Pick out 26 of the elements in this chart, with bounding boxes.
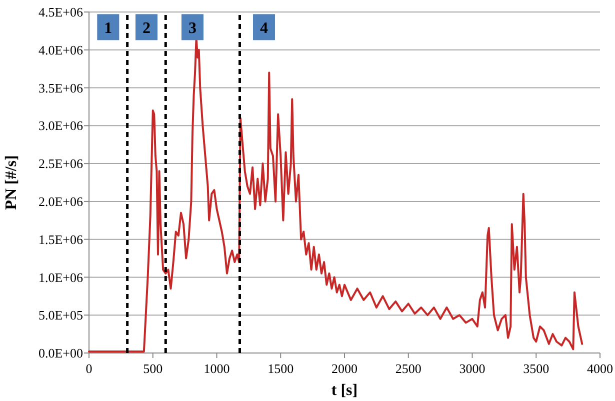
x-tick-label: 3500 — [523, 361, 550, 376]
y-tick-label: 4.5E+06 — [38, 4, 84, 20]
annotation: 2 — [142, 20, 150, 37]
y-tick-label: 2.5E+06 — [38, 156, 84, 172]
x-tick-label: 3000 — [459, 361, 486, 376]
annotation: 1 — [104, 20, 112, 37]
y-tick-label: 2.0E+06 — [38, 194, 84, 209]
y-axis-title: PN [#/s] — [3, 155, 20, 210]
y-tick-label: 3.5E+06 — [38, 80, 84, 96]
x-tick-label: 500 — [143, 361, 163, 376]
x-tick-label: 2500 — [395, 361, 422, 376]
y-tick-label: 3.0E+06 — [38, 118, 84, 134]
y-tick-label: 1.5E+06 — [38, 232, 84, 247]
x-tick-label: 0 — [86, 361, 92, 376]
annotation: 3 — [188, 20, 196, 37]
line-series — [88, 38, 584, 352]
x-tick-label: 1500 — [268, 361, 294, 376]
annotation: 4 — [260, 20, 268, 37]
y-tick-label: 4.0E+06 — [38, 42, 84, 58]
x-tick-label: 1000 — [204, 361, 230, 376]
x-tick-label: 4000 — [587, 361, 613, 376]
y-tick-label: 0.0E+00 — [38, 346, 83, 361]
y-tick-label: 5.0E+05 — [38, 308, 83, 323]
y-tick-label: 1.0E+06 — [38, 270, 84, 285]
x-tick-label: 2000 — [332, 361, 358, 376]
x-axis-title: t [s] — [331, 382, 358, 399]
